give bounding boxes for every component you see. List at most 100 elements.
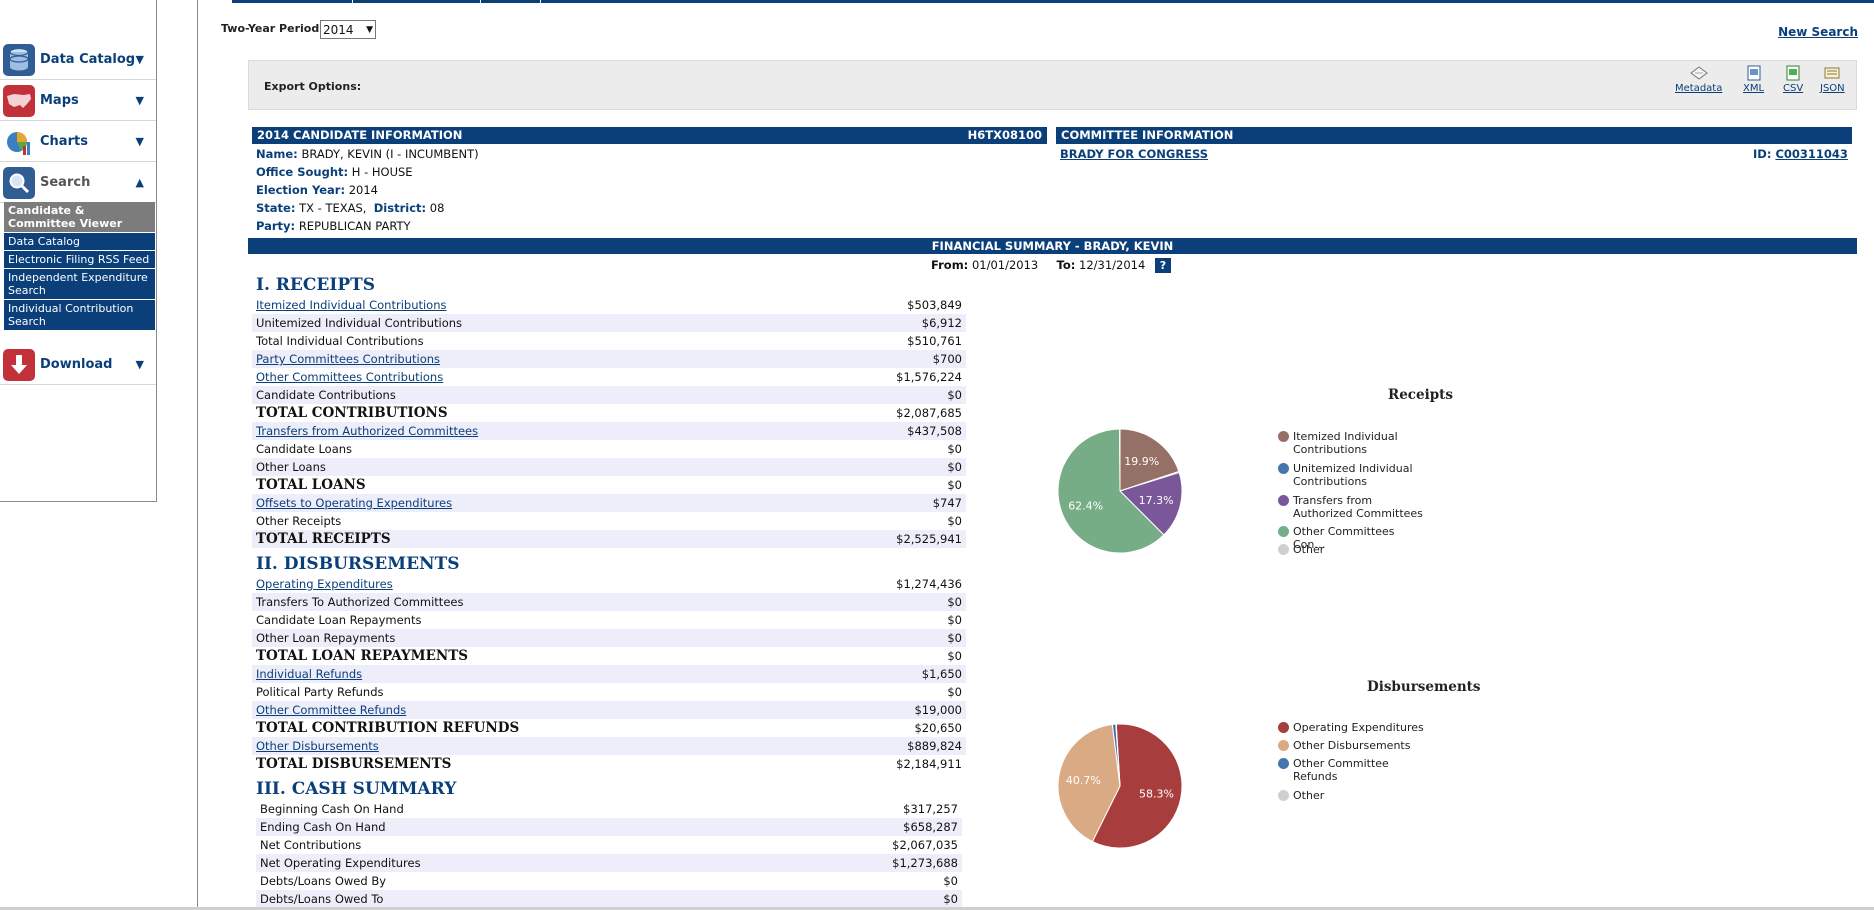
- submenu-rss-feed[interactable]: Electronic Filing RSS Feed: [4, 251, 155, 269]
- table-row: Other Receipts $0: [252, 512, 966, 530]
- candidate-party-line: Party: REPUBLICAN PARTY: [256, 219, 411, 233]
- row-label-link[interactable]: Itemized Individual Contributions: [256, 298, 447, 312]
- csv-file-icon: [1786, 65, 1800, 81]
- export-xml[interactable]: XML: [1743, 65, 1764, 94]
- table-row: Other Loan Repayments $0: [252, 629, 966, 647]
- total-row: TOTAL CONTRIBUTION REFUNDS $20,650: [252, 719, 966, 737]
- row-value: $1,650: [921, 667, 962, 681]
- row-value: $510,761: [907, 334, 962, 348]
- committee-name-link[interactable]: BRADY FOR CONGRESS: [1060, 147, 1209, 161]
- submenu-independent-expenditure[interactable]: Independent Expenditure Search: [4, 269, 155, 300]
- row-value: $0: [947, 631, 962, 645]
- horizontal-scrollbar[interactable]: [0, 907, 1874, 910]
- table-row: Unitemized Individual Contributions $6,91…: [252, 314, 966, 332]
- legend-item[interactable]: Other: [1278, 789, 1428, 802]
- candidate-district: 08: [429, 201, 445, 215]
- legend-label: Other Disbursements: [1293, 739, 1411, 752]
- export-json[interactable]: JSON: [1820, 65, 1845, 94]
- table-row: Other Disbursements $889,824: [252, 737, 966, 755]
- row-value: $437,508: [907, 424, 962, 438]
- search-submenu: Candidate & Committee Viewer Data Catalo…: [4, 202, 155, 331]
- pie-slice[interactable]: [1057, 428, 1165, 554]
- nav-data-catalog[interactable]: Data Catalog ▼: [0, 40, 156, 80]
- export-metadata[interactable]: Metadata: [1675, 65, 1722, 94]
- row-label: Net Contributions: [260, 838, 362, 852]
- row-label-link[interactable]: Transfers from Authorized Committees: [256, 424, 479, 438]
- candidate-office-line: Office Sought: H - HOUSE: [256, 165, 413, 179]
- submenu-candidate-committee-viewer[interactable]: Candidate & Committee Viewer: [4, 202, 155, 233]
- table-row: Other Committees Contributions $1,576,224: [252, 368, 966, 386]
- total-row: TOTAL LOANS $0: [252, 476, 966, 494]
- nav-maps[interactable]: Maps ▼: [0, 81, 156, 121]
- legend-label: Transfers from Authorized Committees: [1293, 494, 1423, 520]
- table-row: Candidate Loans $0: [252, 440, 966, 458]
- row-label-link[interactable]: Other Committee Refunds: [256, 703, 407, 717]
- database-icon: [3, 43, 35, 76]
- field-label: State:: [256, 201, 296, 215]
- candidate-state: TX - TEXAS,: [299, 201, 367, 215]
- row-label-link[interactable]: Offsets to Operating Expenditures: [256, 496, 453, 510]
- row-label-link[interactable]: Other Disbursements: [256, 739, 379, 753]
- pie-slice[interactable]: [1091, 723, 1183, 849]
- submenu-individual-contribution[interactable]: Individual Contribution Search: [4, 300, 155, 331]
- table-row: Itemized Individual Contributions $503,84…: [252, 296, 966, 314]
- submenu-data-catalog[interactable]: Data Catalog: [4, 233, 155, 251]
- candidate-year-line: Election Year: 2014: [256, 183, 378, 197]
- sidebar: Data Catalog ▼ Maps ▼ Charts ▼ Search ▲ …: [0, 0, 157, 502]
- table-row: Beginning Cash On Hand $317,257: [256, 800, 962, 818]
- legend-item[interactable]: Unitemized Individual Contributions: [1278, 462, 1428, 488]
- pie-slice[interactable]: [1119, 471, 1183, 536]
- table-row: Operating Expenditures $1,274,436: [252, 575, 966, 593]
- legend-item[interactable]: Other: [1278, 543, 1428, 556]
- us-map-icon: [3, 84, 35, 117]
- pie-slice[interactable]: [1057, 723, 1121, 843]
- row-value: $1,273,688: [892, 856, 958, 870]
- nav-download[interactable]: Download ▼: [0, 345, 156, 385]
- row-label: Debts/Loans Owed To: [260, 892, 384, 906]
- pie-chart-icon: [3, 125, 35, 158]
- row-value: $0: [947, 478, 962, 492]
- row-label: Candidate Contributions: [256, 388, 396, 402]
- row-label-link[interactable]: Operating Expenditures: [256, 577, 393, 591]
- metadata-icon: [1689, 66, 1708, 80]
- row-label: Debts/Loans Owed By: [260, 874, 387, 888]
- legend-item[interactable]: Other Committee Refunds: [1278, 757, 1428, 783]
- committee-id-link[interactable]: C00311043: [1775, 147, 1848, 161]
- field-label: Party:: [256, 219, 296, 233]
- new-search-link[interactable]: New Search: [1778, 25, 1858, 39]
- table-row: Transfers To Authorized Committees $0: [252, 593, 966, 611]
- period-select[interactable]: 2014 ▼: [320, 20, 376, 39]
- nav-charts[interactable]: Charts ▼: [0, 122, 156, 162]
- candidate-id: H6TX08100: [967, 128, 1042, 142]
- legend-item[interactable]: Other Disbursements: [1278, 739, 1428, 752]
- legend-item[interactable]: Transfers from Authorized Committees: [1278, 494, 1428, 520]
- total-row: TOTAL LOAN REPAYMENTS $0: [252, 647, 966, 665]
- row-label: Ending Cash On Hand: [260, 820, 386, 834]
- help-button[interactable]: ?: [1154, 258, 1171, 273]
- chevron-down-icon: ▼: [366, 24, 373, 35]
- legend-label: Operating Expenditures: [1293, 721, 1424, 734]
- row-value: $0: [947, 460, 962, 474]
- committee-header-title: COMMITTEE INFORMATION: [1061, 128, 1234, 142]
- legend-item[interactable]: Itemized Individual Contributions: [1278, 430, 1428, 456]
- pie-slice[interactable]: [1119, 428, 1180, 492]
- table-row: Debts/Loans Owed To $0: [256, 890, 962, 908]
- table-row: Other Committee Refunds $19,000: [252, 701, 966, 719]
- nav-search[interactable]: Search ▲: [0, 163, 156, 203]
- legend-item[interactable]: Other Committees Con…: [1278, 525, 1428, 551]
- legend-item[interactable]: Operating Expenditures: [1278, 721, 1428, 734]
- row-value: $0: [943, 892, 958, 906]
- row-label-link[interactable]: Individual Refunds: [256, 667, 363, 681]
- committee-info-header: COMMITTEE INFORMATION: [1056, 127, 1852, 144]
- tab-separator: [540, 0, 541, 3]
- to-date: 12/31/2014: [1079, 258, 1146, 272]
- row-label-link[interactable]: Party Committees Contributions: [256, 352, 441, 366]
- row-value: $6,912: [921, 316, 962, 330]
- row-label: Other Loan Repayments: [256, 631, 396, 645]
- row-label-link[interactable]: Other Committees Contributions: [256, 370, 444, 384]
- export-csv[interactable]: CSV: [1783, 65, 1803, 94]
- pie-slice[interactable]: [1115, 723, 1121, 787]
- total-row: TOTAL DISBURSEMENTS $2,184,911: [252, 755, 966, 773]
- candidate-party: REPUBLICAN PARTY: [298, 219, 411, 233]
- candidate-office: H - HOUSE: [351, 165, 413, 179]
